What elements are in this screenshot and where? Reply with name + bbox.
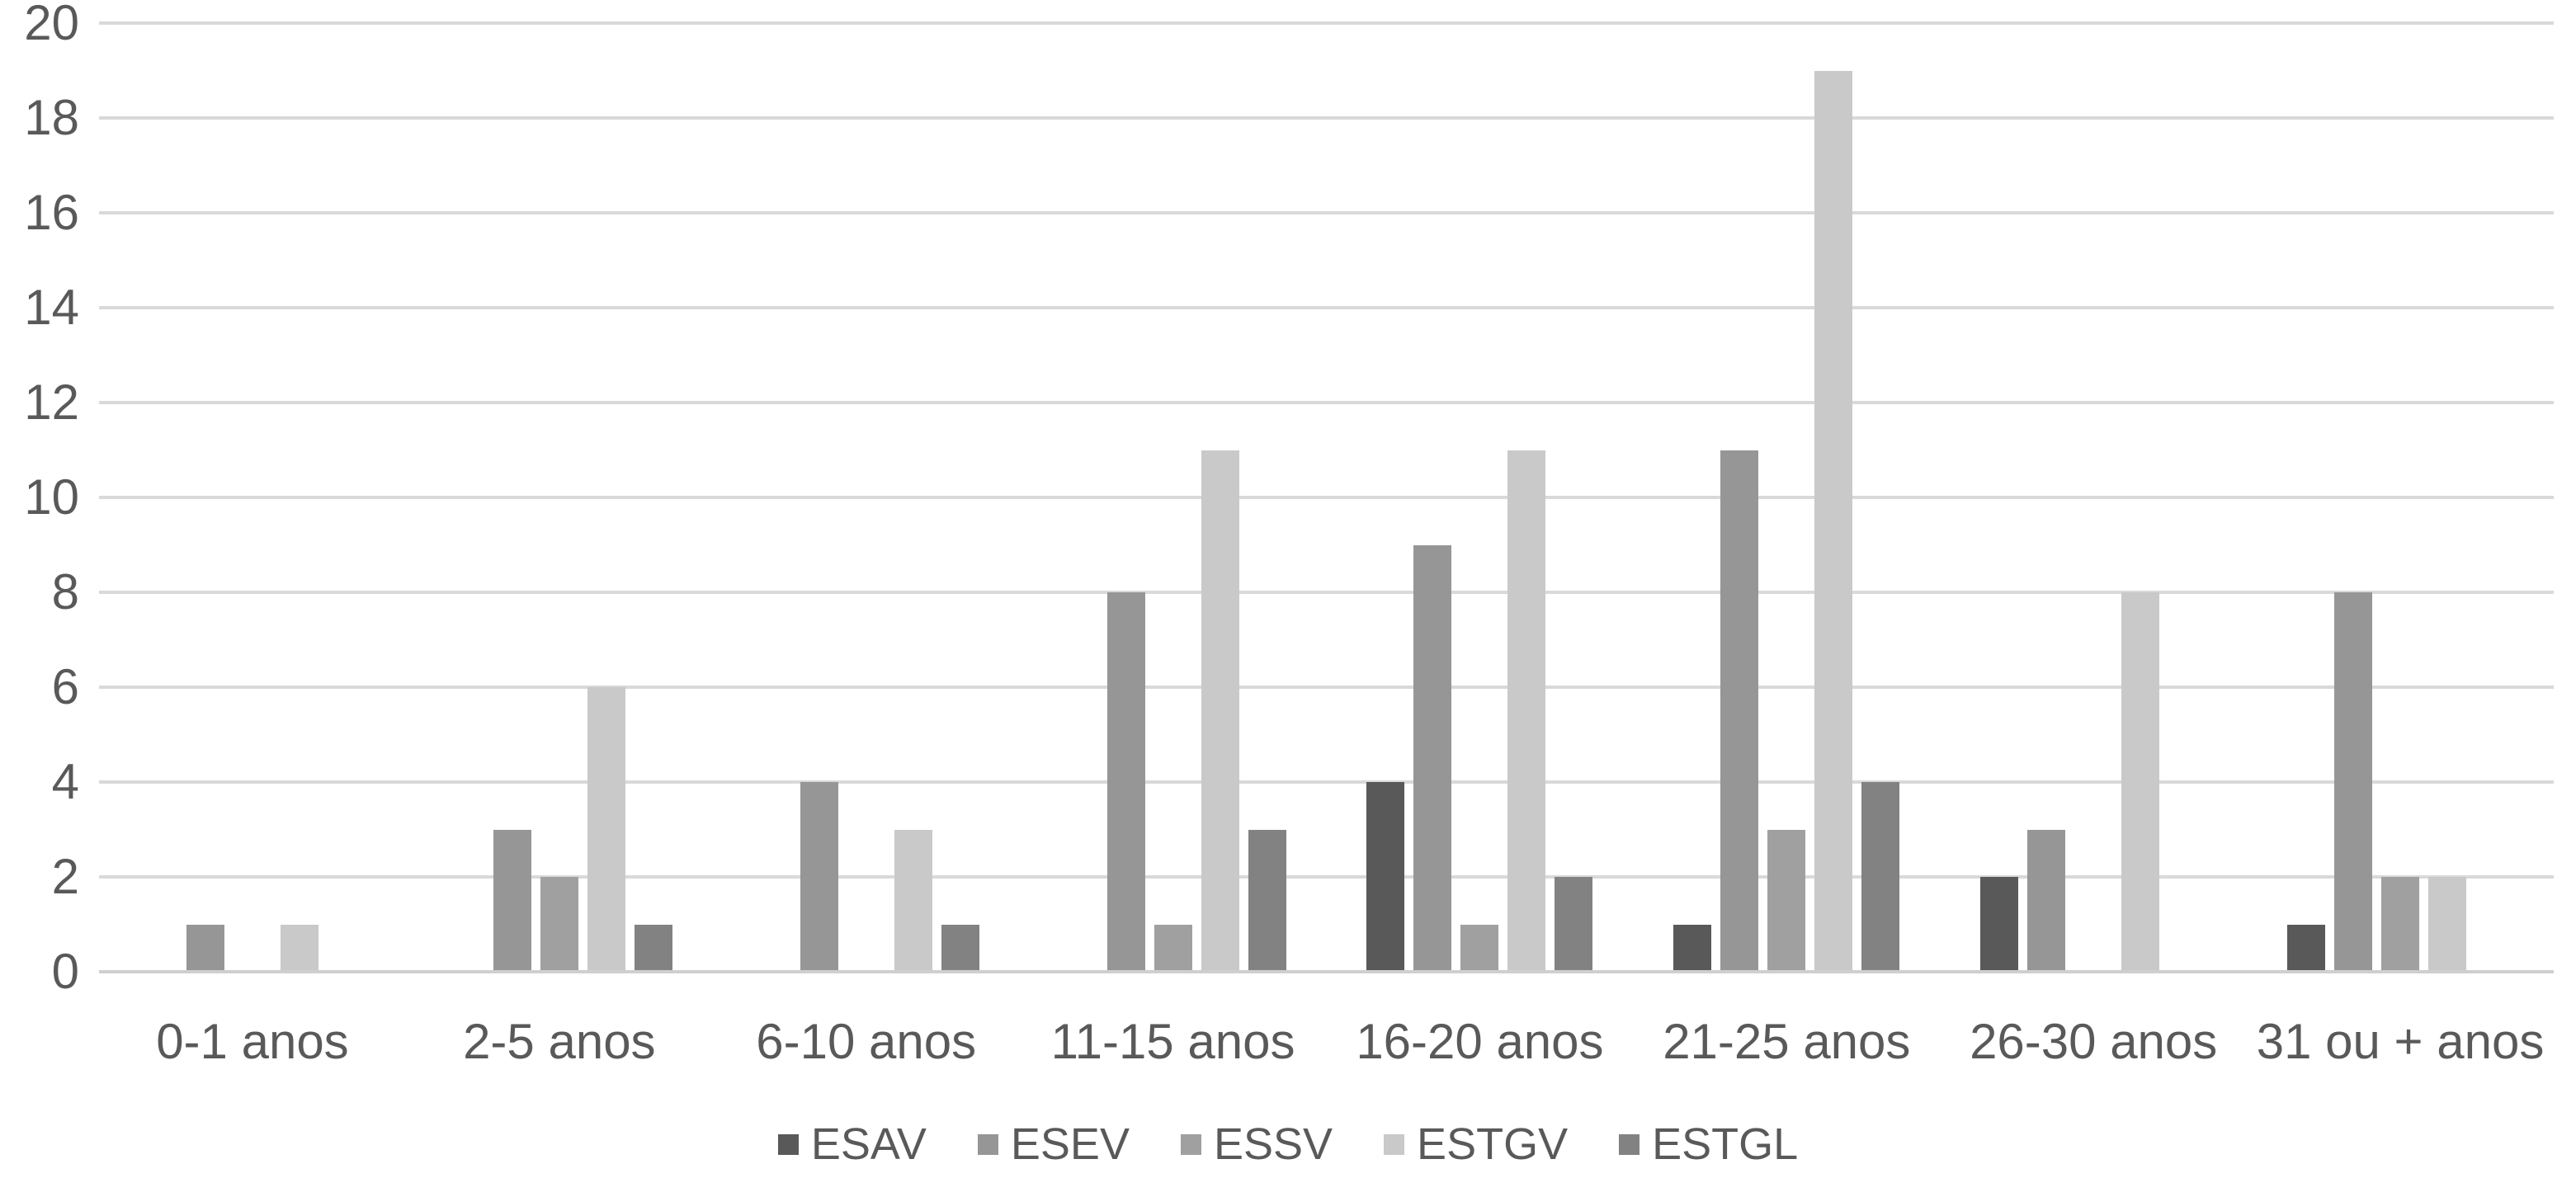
x-category-label: 31 ou + anos (2256, 1014, 2545, 1069)
x-category-label: 2-5 anos (463, 1014, 656, 1069)
y-tick-label: 10 (24, 469, 79, 525)
legend-label: ESAV (810, 1119, 927, 1169)
y-tick-label: 12 (24, 375, 79, 430)
gridline (99, 780, 2554, 784)
bar-esev (1720, 450, 1759, 972)
x-category-label: 26-30 anos (1970, 1014, 2218, 1069)
bar-group (1020, 23, 1327, 972)
bar-estgv (1507, 450, 1546, 972)
legend-swatch-icon (777, 1133, 799, 1155)
gridline (99, 496, 2554, 499)
legend-swatch-icon (1619, 1133, 1640, 1155)
bar-estgv (587, 687, 625, 972)
bar-estgl (634, 924, 672, 972)
bar-essv (1154, 924, 1192, 972)
legend-swatch-icon (1384, 1133, 1405, 1155)
legend-swatch-icon (1180, 1133, 1201, 1155)
y-tick-label: 4 (51, 754, 79, 809)
bar-esev (2027, 829, 2066, 972)
bar-estgl (1248, 829, 1286, 972)
bar-estgv (280, 924, 318, 972)
bar-estgv (1814, 70, 1853, 972)
bar-esav (2287, 924, 2326, 972)
bar-group (1327, 23, 1634, 972)
bar-estgv (2121, 592, 2160, 972)
gridline (99, 116, 2554, 120)
gridline (99, 211, 2554, 214)
gridline (99, 591, 2554, 594)
x-category-label: 6-10 anos (756, 1014, 977, 1069)
bar-esev (1413, 544, 1452, 972)
bar-essv (1767, 829, 1806, 972)
legend-item-essv: ESSV (1180, 1119, 1333, 1169)
y-tick-label: 8 (51, 564, 79, 620)
bar-esev (1106, 592, 1145, 972)
gridline (99, 306, 2554, 309)
x-category-label: 21-25 anos (1663, 1014, 1911, 1069)
bar-esev (800, 782, 838, 972)
y-tick-label: 6 (51, 659, 79, 714)
bar-essv (2381, 877, 2420, 972)
chart-legend: ESAV ESEV ESSV ESTGV ESTGL (0, 1120, 2576, 1168)
x-axis-line (99, 970, 2554, 973)
y-tick-label: 14 (24, 280, 79, 335)
bar-estgl (1555, 877, 1593, 972)
bar-essv (1460, 924, 1499, 972)
x-category-label: 11-15 anos (1050, 1014, 1295, 1069)
bar-estgl (1861, 782, 1900, 972)
legend-swatch-icon (977, 1133, 998, 1155)
y-tick-label: 18 (24, 90, 79, 145)
bar-esev (2334, 592, 2373, 972)
legend-item-esav: ESAV (777, 1119, 927, 1169)
bar-estgv (1201, 450, 1239, 972)
legend-label: ESSV (1213, 1119, 1333, 1169)
bar-essv (540, 877, 578, 972)
bar-estgv (2428, 877, 2467, 972)
gridline (99, 875, 2554, 879)
bar-estgl (941, 924, 979, 972)
legend-label: ESTGL (1652, 1119, 1799, 1169)
y-tick-label: 2 (51, 849, 79, 904)
bar-group (1633, 23, 1940, 972)
x-category-label: 16-20 anos (1356, 1014, 1604, 1069)
legend-item-estgv: ESTGV (1384, 1120, 1568, 1168)
gridline (99, 686, 2554, 689)
bar-esav (1673, 924, 1712, 972)
bar-group (713, 23, 1020, 972)
bar-esev (186, 924, 224, 972)
bar-esav (1366, 782, 1405, 972)
bar-esav (1980, 877, 2019, 972)
y-tick-label: 16 (24, 185, 79, 240)
bar-group (1940, 23, 2247, 972)
gridline (99, 21, 2554, 25)
bar-esev (493, 829, 531, 972)
legend-item-estgl: ESTGL (1619, 1120, 1798, 1168)
bar-group (2247, 23, 2554, 972)
bar-estgv (894, 829, 932, 972)
gridline (99, 401, 2554, 404)
legend-label: ESTGV (1417, 1119, 1569, 1169)
legend-item-esev: ESEV (977, 1119, 1130, 1169)
legend-label: ESEV (1010, 1119, 1130, 1169)
bar-group (99, 23, 406, 972)
y-tick-label: 0 (51, 944, 79, 999)
y-tick-label: 20 (24, 0, 79, 50)
bar-group (406, 23, 713, 972)
x-category-label: 0-1 anos (156, 1014, 349, 1069)
